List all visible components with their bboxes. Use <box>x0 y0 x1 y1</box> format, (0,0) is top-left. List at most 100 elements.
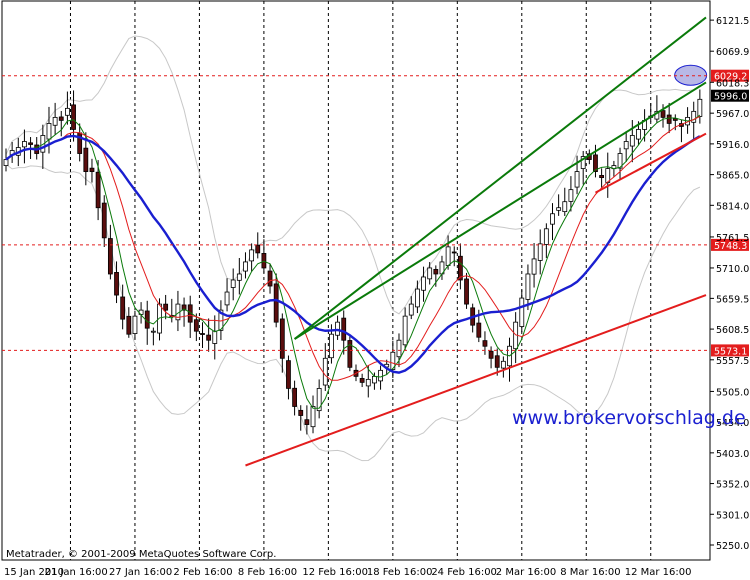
x-tick-label: 12 Mar 16:00 <box>625 567 692 578</box>
candle-body <box>329 333 334 359</box>
candle-body <box>292 387 297 407</box>
candle-body <box>433 268 439 275</box>
candle-body <box>114 272 119 296</box>
candle-body <box>83 147 89 172</box>
candle-body <box>71 104 76 130</box>
y-tick-label: 5454.0 <box>716 418 749 429</box>
candle-body <box>310 406 316 428</box>
price-label-box <box>711 344 749 357</box>
candle-body <box>243 261 248 272</box>
candle-body <box>451 251 457 254</box>
candle-body <box>525 273 531 300</box>
candle-body <box>322 357 328 386</box>
candle-body <box>181 304 187 311</box>
candle-body <box>65 107 70 116</box>
candle-body <box>568 189 574 202</box>
y-axis: 6121.5 6069.9 6018.3 5967.0 5916.0 5865.0 5814… <box>710 16 749 552</box>
candle-body <box>666 114 672 124</box>
candle-body <box>629 135 635 147</box>
candle-body <box>617 153 623 169</box>
candle-body <box>28 142 33 145</box>
price-label-box <box>711 238 749 251</box>
candle-body <box>52 116 58 126</box>
candle-body <box>286 360 291 389</box>
candle-body <box>672 118 678 121</box>
x-tick-label: 21 Jan 16:00 <box>44 567 107 578</box>
candle-body <box>537 243 543 261</box>
candle-body <box>316 388 322 412</box>
y-tick-label: 5659.5 <box>716 294 749 305</box>
y-tick-label: 5967.0 <box>716 109 749 120</box>
candle-body <box>95 171 101 209</box>
x-tick-label: 12 Feb 16:00 <box>302 567 368 578</box>
candle-body <box>206 334 212 341</box>
horizontal-levels: 6029.2 5996.0 5748.3 5573.1 <box>2 69 749 357</box>
candle-body <box>279 318 285 359</box>
candle-body <box>519 297 525 327</box>
candle-body <box>500 360 506 369</box>
candle-body <box>3 159 9 166</box>
candle-body <box>421 276 426 291</box>
candle-body <box>562 201 568 213</box>
candle-body <box>599 175 605 179</box>
y-tick-label: 5916.0 <box>716 140 749 151</box>
candle-body <box>249 249 255 262</box>
candle-body <box>550 213 555 225</box>
candle-body <box>193 319 199 332</box>
candle-body <box>273 283 279 323</box>
y-tick-label: 5505.0 <box>716 387 749 398</box>
candle-body <box>200 333 205 335</box>
target-ellipse <box>674 64 708 86</box>
candle-body <box>531 258 537 275</box>
lower-band <box>5 163 701 462</box>
candle-body <box>402 315 408 346</box>
candle-body <box>224 291 230 306</box>
moving-averages <box>5 114 701 409</box>
price-label-box <box>711 89 749 102</box>
candle-body <box>378 369 383 382</box>
candle-body <box>623 141 629 150</box>
watermark: www.brokervorschlag.de <box>512 407 746 429</box>
y-tick-label: 6018.3 <box>716 78 749 89</box>
candle-body <box>390 351 396 370</box>
x-tick-label: 24 Feb 16:00 <box>431 567 497 578</box>
y-tick-label: 6069.9 <box>716 47 749 58</box>
candle-body <box>476 322 482 338</box>
trendline <box>294 81 707 340</box>
candle-body <box>212 330 218 344</box>
candle-body <box>267 270 273 287</box>
candle-body <box>341 317 347 341</box>
candle-body <box>126 315 132 335</box>
x-tick-label: 27 Jan 16:00 <box>109 567 172 578</box>
y-tick-label: 5352.0 <box>716 480 749 491</box>
trendline <box>245 294 707 467</box>
y-tick-label: 5250.0 <box>716 541 749 552</box>
price-label: 5573.1 <box>714 346 747 357</box>
candle-body <box>236 273 242 281</box>
candle-body <box>298 409 304 416</box>
candle-body <box>261 253 267 269</box>
candle-body <box>304 419 310 425</box>
candle-body <box>335 321 340 336</box>
x-tick-label: 15 Jan 2010 <box>4 567 64 578</box>
y-tick-label: 5403.0 <box>716 449 749 460</box>
candle-body <box>372 375 377 384</box>
ma-medium <box>5 116 701 381</box>
y-tick-label: 5865.0 <box>716 171 749 182</box>
candle-body <box>415 288 420 308</box>
candle-body <box>457 255 463 281</box>
copyright-text: Metatrader, © 2001-2009 MetaQuotes Softw… <box>6 549 276 560</box>
candle-body <box>132 315 138 334</box>
x-tick-label: 8 Mar 16:00 <box>560 567 620 578</box>
price-label-box <box>711 69 749 82</box>
candle-body <box>574 171 580 188</box>
x-tick-label: 8 Feb 16:00 <box>238 567 297 578</box>
x-tick-label: 2 Mar 16:00 <box>496 567 556 578</box>
ma-fast <box>5 114 701 409</box>
candle-body <box>494 355 500 368</box>
candle-body <box>396 339 402 358</box>
candle-body <box>89 167 95 172</box>
